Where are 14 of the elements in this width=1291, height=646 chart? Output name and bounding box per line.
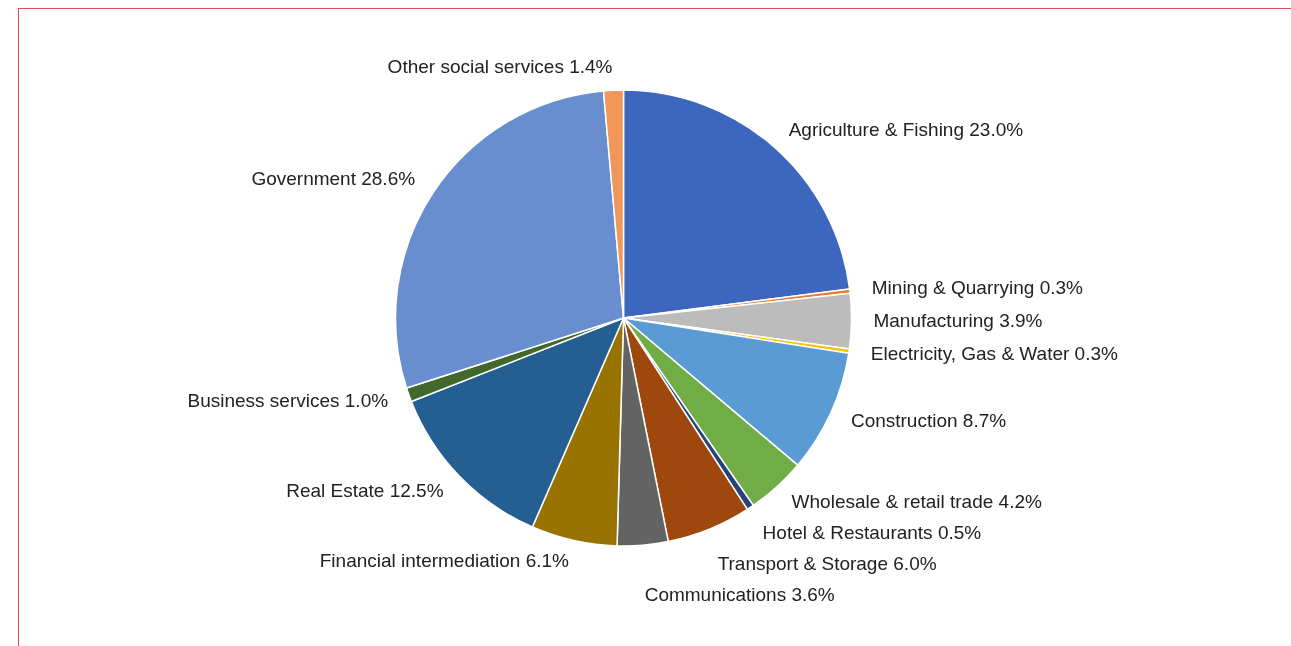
slice-label: Wholesale & retail trade 4.2% bbox=[791, 491, 1043, 513]
slice-label: Mining & Quarrying 0.3% bbox=[871, 276, 1084, 298]
slice-label: Government 28.6% bbox=[251, 168, 416, 190]
slice-label: Other social services 1.4% bbox=[387, 56, 613, 78]
slice-label: Construction 8.7% bbox=[850, 410, 1007, 432]
slice-label: Financial intermediation 6.1% bbox=[319, 550, 570, 572]
slice-label: Transport & Storage 6.0% bbox=[717, 553, 937, 575]
slice-label: Business services 1.0% bbox=[187, 390, 389, 412]
slice-label: Real Estate 12.5% bbox=[286, 479, 444, 501]
slice-label: Agriculture & Fishing 23.0% bbox=[788, 118, 1024, 140]
slice-label: Electricity, Gas & Water 0.3% bbox=[870, 342, 1119, 364]
slice-label: Manufacturing 3.9% bbox=[873, 309, 1043, 331]
slice-label: Hotel & Restaurants 0.5% bbox=[762, 522, 982, 544]
slice-label: Communications 3.6% bbox=[644, 584, 835, 606]
